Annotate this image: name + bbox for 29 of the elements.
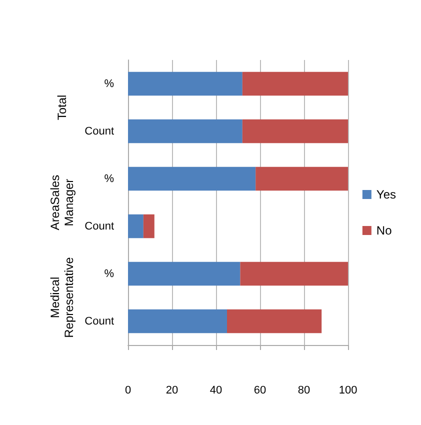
bar: [227, 309, 322, 334]
x-tick-label: 0: [124, 384, 132, 396]
bar: [240, 262, 348, 286]
bar: [242, 72, 348, 96]
legend-label: No: [376, 224, 392, 238]
y-tick-label: Count: [84, 125, 114, 138]
bar: [143, 214, 154, 238]
text: AreaSales Manager: [48, 174, 76, 230]
bar: [256, 166, 348, 191]
y-tick-label: %: [104, 268, 114, 280]
text: Total: [55, 94, 69, 120]
bar: [128, 262, 240, 286]
bar: [128, 309, 227, 334]
x-tick-label: 80: [298, 384, 310, 396]
y-tick-label: Count: [84, 220, 114, 232]
bar: [128, 214, 144, 238]
text: Medical Representative: [48, 256, 76, 338]
x-tick-label: 100: [338, 384, 358, 396]
y-tick-label: %: [104, 78, 114, 90]
bar: [128, 72, 242, 96]
x-tick-label: 20: [166, 384, 178, 396]
bar: [242, 119, 348, 144]
x-tick-label: 40: [210, 384, 222, 396]
bar: [128, 119, 242, 144]
legend-label: Yes: [376, 188, 396, 202]
x-tick-label: 60: [254, 384, 266, 396]
y-tick-label: %: [104, 172, 114, 185]
y-tick-label: Count: [84, 315, 114, 328]
bar: [128, 166, 256, 191]
